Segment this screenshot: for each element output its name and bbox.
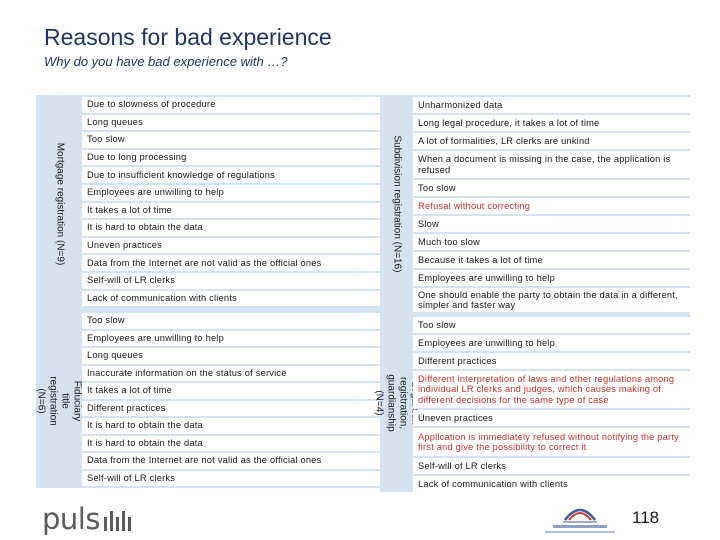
list-item: Due to slowness of procedure: [82, 97, 380, 113]
rows-fiduciary: Too slow Employees are unwilling to help L…: [82, 313, 380, 488]
list-item: It is hard to obtain the data: [82, 435, 380, 451]
list-item: Too slow: [82, 313, 380, 329]
list-item: Too slow: [413, 317, 690, 333]
list-item: When a document is missing in the case, …: [413, 151, 690, 178]
list-item: Too slow: [82, 132, 380, 148]
list-item: Long queues: [82, 114, 380, 131]
panel-label-subdivision: Subdivision registration (N=16): [391, 135, 403, 273]
rows-subdivision: Unharmonized data Long legal procedure, i…: [413, 95, 690, 313]
list-item: It is hard to obtain the data: [82, 418, 380, 434]
list-item: Self-will of LR clerks: [413, 458, 690, 474]
list-item: Employees are unwilling to help: [413, 335, 690, 351]
puls-bars-icon: [103, 511, 131, 531]
list-item: It is hard to obtain the data: [82, 220, 380, 236]
rows-legal-suit: Too slow Employees are unwilling to help D…: [413, 313, 690, 492]
list-item: Due to insufficient knowledge of regulat…: [82, 167, 380, 183]
list-item: Application is immediately refused witho…: [413, 428, 690, 456]
list-item: Long legal procedure, it takes a lot of …: [413, 115, 690, 131]
list-item: Lack of communication with clients: [413, 476, 690, 492]
list-item: Different practices: [413, 353, 690, 369]
list-item: Refusal without correcting: [413, 198, 690, 214]
list-item: Self-will of LR clerks: [82, 273, 380, 289]
list-item: Uneven practices: [413, 410, 690, 426]
list-item: Data from the Internet are not valid as …: [82, 453, 380, 469]
list-item: It takes a lot of time: [82, 383, 380, 399]
panel-label-legal-suit: Legal suit registration, guardianship (N…: [373, 373, 421, 432]
list-item: Because it takes a lot of time: [413, 252, 690, 268]
list-item: Lack of communication with clients: [82, 290, 380, 307]
list-item: Long queues: [82, 348, 380, 364]
list-item: Uneven practices: [82, 237, 380, 254]
list-item: Inaccurate information on the status of …: [82, 365, 380, 381]
list-item: Unharmonized data: [413, 97, 690, 113]
list-item: It takes a lot of time: [82, 202, 380, 219]
list-item: Employees are unwilling to help: [82, 330, 380, 346]
list-item: Much too slow: [413, 234, 690, 250]
list-item: Employees are unwilling to help: [413, 270, 690, 286]
list-item: Too slow: [413, 180, 690, 196]
list-item: A lot of formalities, LR clerks are unki…: [413, 133, 690, 149]
list-item: Self-will of LR clerks: [82, 470, 380, 486]
page-subtitle: Why do you have bad experience with …?: [44, 54, 288, 69]
list-item: Different practices: [82, 400, 380, 416]
list-item: Slow: [413, 216, 690, 232]
list-item: One should enable the party to obtain th…: [413, 288, 690, 312]
list-item: Employees are unwilling to help: [82, 185, 380, 201]
institution-logo: [545, 508, 615, 533]
panel-label-fiduciary: Fiduciary title registration (N=6): [36, 375, 83, 426]
panel-label-mortgage: Mortgage registration (N=9): [54, 142, 65, 266]
list-item: Due to long processing: [82, 149, 380, 166]
page-title: Reasons for bad experience: [44, 24, 332, 50]
rows-mortgage: Due to slowness of procedure Long queues T…: [82, 95, 380, 313]
list-item: Different interpretation of laws and oth…: [413, 371, 690, 408]
puls-logo: puls: [42, 500, 131, 534]
list-item: Data from the Internet are not valid as …: [82, 255, 380, 271]
page-number: 118: [632, 508, 660, 527]
